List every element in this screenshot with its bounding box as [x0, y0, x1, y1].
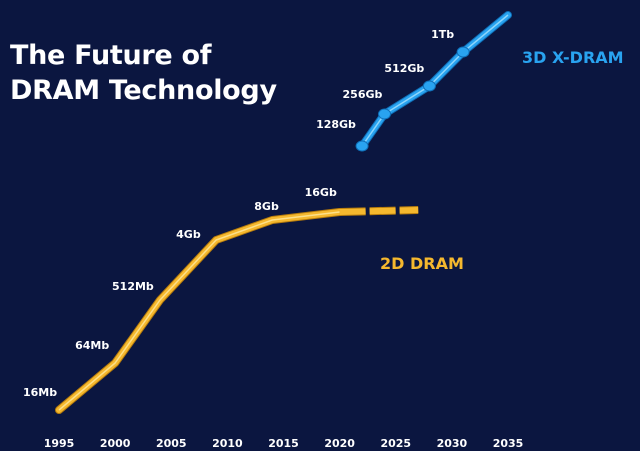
series-line-2d-dram	[56, 209, 343, 413]
series-name-2d-dram: 2D DRAM	[380, 254, 464, 273]
title-line-2: DRAM Technology	[10, 75, 277, 106]
label-layer: 2D DRAM 16Mb 64Mb 512Mb 4Gb 8Gb 16Gb 3D X-DRAM 1…	[23, 28, 624, 399]
x-tick-label: 2015	[268, 437, 299, 450]
title-line-1: The Future of	[10, 40, 212, 71]
point-label: 8Gb	[254, 200, 279, 213]
point-label: 16Mb	[23, 386, 57, 399]
series-point-3d-xdram	[456, 46, 470, 58]
point-label: 64Mb	[75, 339, 109, 352]
x-tick-label: 2000	[100, 437, 131, 450]
x-tick-label: 2025	[380, 437, 411, 450]
x-tick-label: 2030	[437, 437, 468, 450]
series-point-3d-xdram	[378, 108, 392, 120]
series-line-2d-dram-dashed	[339, 207, 419, 215]
page-title: The Future of DRAM Technology	[10, 38, 277, 108]
point-label: 128Gb	[316, 118, 356, 131]
x-tick-label: 2035	[493, 437, 524, 450]
point-label: 16Gb	[305, 186, 337, 199]
series-line-2d-dram-shadow	[55, 208, 344, 414]
point-label: 4Gb	[176, 228, 201, 241]
series-point-3d-xdram	[422, 80, 436, 92]
point-label: 512Gb	[384, 62, 424, 75]
x-tick-label: 1995	[44, 437, 75, 450]
x-axis: 1995 2000 2005 2010 2015 2020 2025 2030 2035	[44, 437, 524, 450]
point-label: 256Gb	[343, 88, 383, 101]
x-tick-label: 2010	[212, 437, 243, 450]
point-label: 512Mb	[112, 280, 154, 293]
point-label: 1Tb	[431, 28, 454, 41]
series-line-2d-dram-highlight	[58, 211, 340, 411]
x-tick-label: 2005	[156, 437, 187, 450]
x-tick-label: 2020	[324, 437, 355, 450]
series-point-3d-xdram	[355, 140, 369, 152]
series-name-3d-xdram: 3D X-DRAM	[522, 48, 624, 67]
series-layer	[55, 11, 512, 414]
